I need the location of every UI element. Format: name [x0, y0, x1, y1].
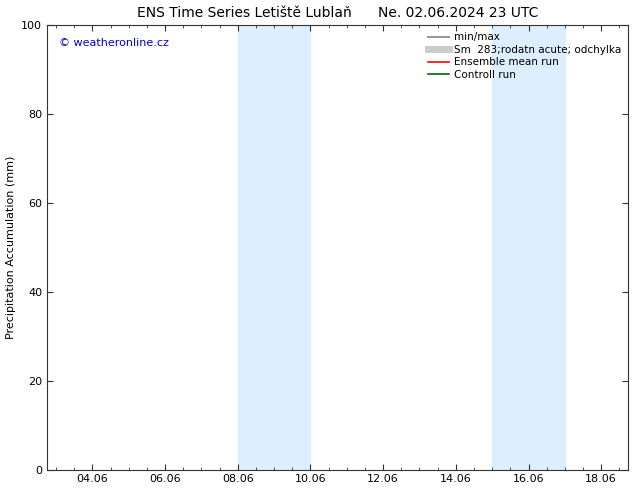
Bar	[238, 25, 274, 469]
Bar	[529, 25, 565, 469]
Bar	[274, 25, 311, 469]
Title: ENS Time Series Letiště Lublaň      Ne. 02.06.2024 23 UTC: ENS Time Series Letiště Lublaň Ne. 02.06…	[137, 5, 538, 20]
Text: © weatheronline.cz: © weatheronline.cz	[58, 38, 169, 48]
Legend: min/max, Sm  283;rodatn acute; odchylka, Ensemble mean run, Controll run: min/max, Sm 283;rodatn acute; odchylka, …	[426, 30, 623, 82]
Bar	[492, 25, 529, 469]
Y-axis label: Precipitation Accumulation (mm): Precipitation Accumulation (mm)	[6, 155, 16, 339]
